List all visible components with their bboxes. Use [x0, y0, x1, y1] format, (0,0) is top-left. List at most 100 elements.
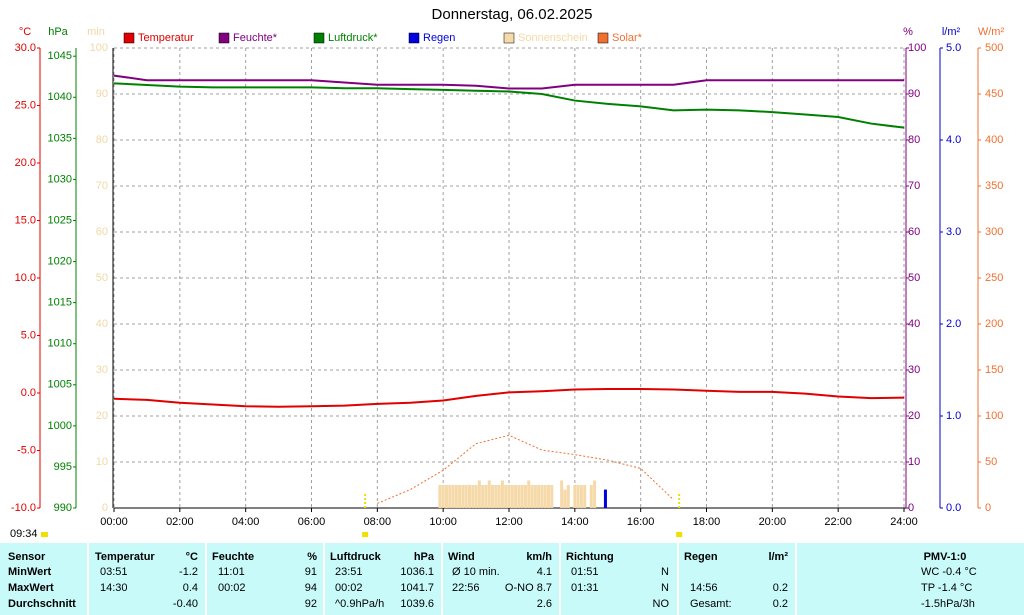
table-header: km/h [526, 551, 552, 563]
table-cell: WC -0.4 °C [921, 566, 977, 578]
table-cell: Ø 10 min. [452, 566, 500, 578]
y-tick-label: 100 [908, 42, 926, 54]
bar [458, 485, 462, 508]
x-tick-label: 16:00 [627, 516, 655, 528]
bar [504, 485, 508, 508]
time-marker [41, 532, 48, 537]
y-tick-label: 50 [985, 456, 997, 468]
series-line [377, 434, 674, 504]
x-tick-label: 22:00 [824, 516, 852, 528]
table-cell: -1.5hPa/3h [921, 598, 975, 610]
legend-swatch [123, 32, 135, 44]
table-header: Regen [684, 551, 718, 563]
bar [510, 485, 514, 508]
table-cell: Durchschnitt [8, 598, 76, 610]
table-cell: 00:02 [335, 582, 363, 594]
x-tick-label: 06:00 [298, 516, 326, 528]
bar [537, 485, 541, 508]
y-tick-label: 1025 [48, 214, 72, 226]
bar [579, 485, 583, 508]
table-cell: 11:01 [218, 566, 245, 578]
y-tick-label: 0 [985, 502, 991, 514]
table-cell: 2.6 [537, 598, 552, 610]
table-cell: TP -1.4 °C [921, 582, 972, 594]
legend-label: Regen [423, 32, 455, 44]
y-tick-label: 450 [985, 88, 1003, 100]
bar [481, 485, 485, 508]
legend-label: Feuchte* [233, 32, 278, 44]
table-cell: 14:56 [690, 582, 718, 594]
y-tick-label: 300 [985, 226, 1003, 238]
y-tick-label: 1045 [48, 50, 72, 62]
bar [583, 485, 587, 508]
table-header: °C [186, 551, 198, 563]
y-tick-label: 10.0 [15, 272, 36, 284]
table-header: Temperatur [95, 551, 155, 563]
x-tick-label: 18:00 [693, 516, 721, 528]
y-tick-label: 1035 [48, 132, 72, 144]
bar [468, 485, 471, 508]
table-cell: ^0.9hPa/h [335, 598, 384, 610]
table-cell: N [661, 582, 669, 594]
y-tick-label: 990 [54, 502, 72, 514]
y-tick-label: 500 [985, 42, 1003, 54]
table-cell: 0.2 [773, 582, 788, 594]
x-tick-label: 20:00 [759, 516, 787, 528]
y-tick-label: 400 [985, 134, 1003, 146]
y-tick-label: 50 [908, 272, 920, 284]
bar [474, 485, 478, 508]
y-tick-label: 350 [985, 180, 1003, 192]
table-header: l/m² [768, 551, 788, 563]
table-cell: 01:51 [571, 566, 599, 578]
legend-swatch [218, 32, 230, 44]
bar [563, 489, 567, 508]
bar [477, 480, 481, 508]
y-tick-label: 2.0 [946, 318, 961, 330]
table-cell: 4.1 [537, 566, 552, 578]
bar [441, 485, 445, 508]
bar [603, 489, 607, 508]
y-tick-label: 4.0 [946, 134, 961, 146]
y-tick-label: 1040 [48, 91, 72, 103]
axis-unit: % [903, 26, 913, 38]
bar [497, 485, 501, 508]
table-header: Richtung [566, 551, 614, 563]
series-line [113, 387, 905, 408]
bar [540, 485, 544, 508]
table-cell: 01:31 [571, 582, 599, 594]
table-cell: 94 [305, 582, 317, 594]
sun-marker [362, 532, 369, 537]
legend-label: Solar* [612, 32, 643, 44]
table-header: hPa [414, 551, 435, 563]
bar [566, 485, 570, 508]
y-tick-label: 20 [96, 410, 108, 422]
y-tick-label: 100 [985, 410, 1003, 422]
table-cell: 23:51 [335, 566, 363, 578]
legend-label: Sonnenschein [518, 32, 588, 44]
y-tick-label: 0 [102, 502, 108, 514]
y-tick-label: 1010 [48, 338, 72, 350]
y-tick-label: 0 [908, 502, 914, 514]
bar [520, 485, 524, 508]
bar [576, 485, 580, 508]
bar [461, 485, 465, 508]
legend-swatch [503, 32, 515, 44]
bar [573, 485, 577, 508]
table-header: Feuchte [212, 551, 254, 563]
y-tick-label: 30 [908, 364, 920, 376]
table-cell: 91 [305, 566, 317, 578]
y-tick-label: 60 [96, 226, 108, 238]
sun-marker [676, 532, 683, 537]
y-tick-label: 250 [985, 272, 1003, 284]
bar [514, 485, 518, 508]
bar [543, 485, 547, 508]
y-tick-label: 1000 [48, 420, 72, 432]
y-tick-label: 5.0 [946, 42, 961, 54]
chart-title: Donnerstag, 06.02.2025 [432, 6, 593, 23]
axis-unit: min [87, 26, 105, 38]
table-cell: MinWert [8, 566, 52, 578]
y-tick-label: 70 [908, 180, 920, 192]
table-cell: 0.2 [773, 598, 788, 610]
y-tick-label: 10 [908, 456, 920, 468]
